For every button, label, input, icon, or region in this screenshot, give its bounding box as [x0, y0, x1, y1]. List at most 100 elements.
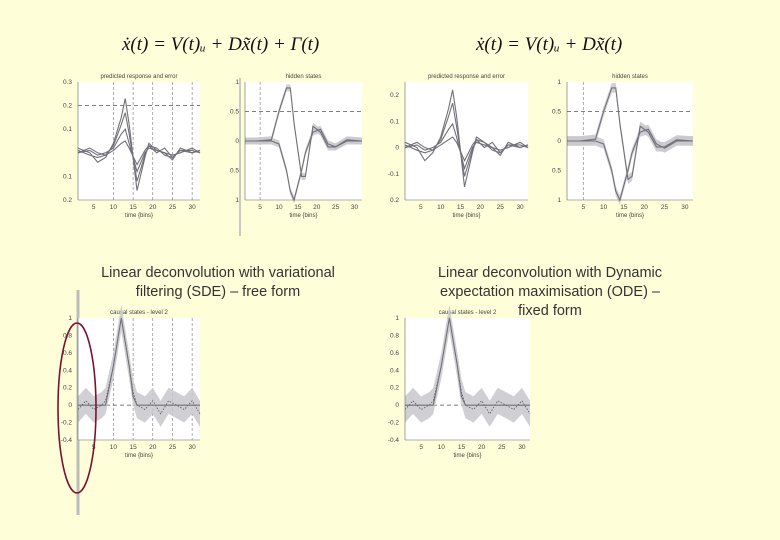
y-tick-label: 0.5: [230, 109, 239, 116]
y-tick-label: 0.3: [63, 79, 72, 86]
x-tick-label: 25: [169, 444, 177, 451]
x-axis-label: time {bins}: [125, 453, 153, 459]
y-tick-label: 0.2: [390, 385, 399, 392]
y-tick-label: 0.5: [230, 168, 239, 175]
chart-title: hidden states: [286, 74, 322, 80]
y-tick-label: 0: [68, 402, 72, 409]
x-tick-label: 5: [258, 204, 262, 211]
right-caption: Linear deconvolution with Dynamic expect…: [437, 265, 663, 319]
x-axis-label: time {bins}: [453, 453, 481, 459]
series-line-r4: [404, 136, 529, 162]
confidence-band-h2: [245, 125, 362, 204]
y-tick-label: 0.2: [390, 197, 399, 204]
y-tick-label: 0.8: [390, 332, 399, 339]
chart-vf-response: predicted response and error time {bins} 5…: [63, 74, 201, 219]
x-tick-label: 5: [581, 204, 585, 211]
x-tick-label: 30: [516, 204, 524, 211]
x-tick-label: 25: [332, 204, 340, 211]
x-tick-label: 20: [313, 204, 321, 211]
x-tick-label: 25: [661, 204, 669, 211]
y-tick-label: 0.1: [390, 118, 399, 125]
y-tick-label: -0.2: [61, 420, 73, 427]
x-tick-label: 20: [149, 444, 157, 451]
chart-title: causal states - level 2: [110, 310, 168, 316]
confidence-band-estimate: [78, 304, 200, 427]
x-tick-label: 10: [437, 204, 445, 211]
x-axis-label: time {bins}: [616, 213, 644, 219]
series-line-r3: [404, 122, 529, 171]
x-tick-label: 15: [294, 204, 302, 211]
series-line-true: [405, 317, 530, 406]
series-line-h1: [245, 87, 363, 177]
series-line-r1: [77, 98, 201, 191]
chart-title: hidden states: [612, 74, 648, 80]
x-axis-label: time {bins}: [452, 213, 480, 219]
y-tick-label: 0: [395, 145, 399, 152]
y-tick-label: 0.4: [63, 367, 72, 374]
x-tick-label: 15: [458, 444, 466, 451]
x-tick-label: 25: [169, 204, 177, 211]
y-tick-label: -0.2: [388, 420, 400, 427]
x-tick-label: 15: [620, 204, 628, 211]
x-tick-label: 15: [129, 204, 137, 211]
y-tick-label: 1: [557, 197, 561, 204]
x-tick-label: 10: [438, 444, 446, 451]
right-equation: ẋ(t) = V(t)ᵤ + Dx̃(t): [476, 34, 623, 55]
chart-dem-causal: causal states - level 2 time {bins} 5 10 15 2…: [388, 304, 531, 459]
y-tick-label: 0: [557, 138, 561, 145]
x-tick-label: 10: [110, 204, 118, 211]
x-tick-label: 25: [498, 444, 506, 451]
plot-area: [405, 318, 530, 440]
series-line-h2: [567, 128, 693, 202]
series-line-h2: [245, 128, 362, 202]
y-tick-label: 0.2: [63, 197, 72, 204]
y-tick-label: 0: [235, 138, 239, 145]
plot-area: [405, 82, 528, 200]
series-line-estimate: [77, 317, 201, 415]
series-line-r4: [77, 140, 201, 166]
y-tick-label: 1: [235, 79, 239, 86]
chart-title: causal states - level 2: [439, 310, 497, 316]
x-tick-label: 30: [518, 444, 526, 451]
y-tick-label: 0: [395, 402, 399, 409]
y-tick-label: 0.4: [390, 367, 399, 374]
x-tick-label: 30: [189, 204, 197, 211]
y-tick-label: 0.1: [63, 173, 72, 180]
chart-dem-response: predicted response and error time {bins} 5…: [388, 74, 529, 219]
y-tick-label: 0.2: [390, 92, 399, 99]
x-axis-label: time {bins}: [289, 213, 317, 219]
y-tick-label: -0.4: [61, 437, 73, 444]
y-tick-label: 0.2: [63, 103, 72, 110]
series-line-r3: [77, 128, 201, 174]
y-tick-label: 0.5: [552, 109, 561, 116]
y-tick-label: 0.5: [552, 168, 561, 175]
y-tick-label: 0.6: [390, 350, 399, 357]
x-tick-label: 5: [419, 204, 423, 211]
x-tick-label: 20: [478, 444, 486, 451]
confidence-band-h2: [567, 124, 693, 205]
y-tick-label: 1: [235, 197, 239, 204]
x-tick-label: 10: [275, 204, 283, 211]
y-tick-label: 0.6: [63, 350, 72, 357]
series-line-r1: [404, 89, 529, 188]
x-tick-label: 25: [497, 204, 505, 211]
x-tick-label: 5: [419, 444, 423, 451]
x-tick-label: 5: [92, 204, 96, 211]
series-line-true: [78, 317, 200, 406]
y-tick-label: 1: [68, 315, 72, 322]
x-tick-label: 15: [129, 444, 137, 451]
chart-title: predicted response and error: [428, 74, 505, 80]
x-tick-label: 20: [149, 204, 157, 211]
x-tick-label: 10: [600, 204, 608, 211]
x-tick-label: 30: [189, 444, 197, 451]
series-line-estimate: [404, 317, 531, 415]
y-tick-label: 1: [557, 79, 561, 86]
left-caption: Linear deconvolution with variational fi…: [101, 265, 335, 300]
x-tick-label: 30: [351, 204, 359, 211]
chart-title: predicted response and error: [100, 74, 177, 80]
x-tick-label: 10: [110, 444, 118, 451]
